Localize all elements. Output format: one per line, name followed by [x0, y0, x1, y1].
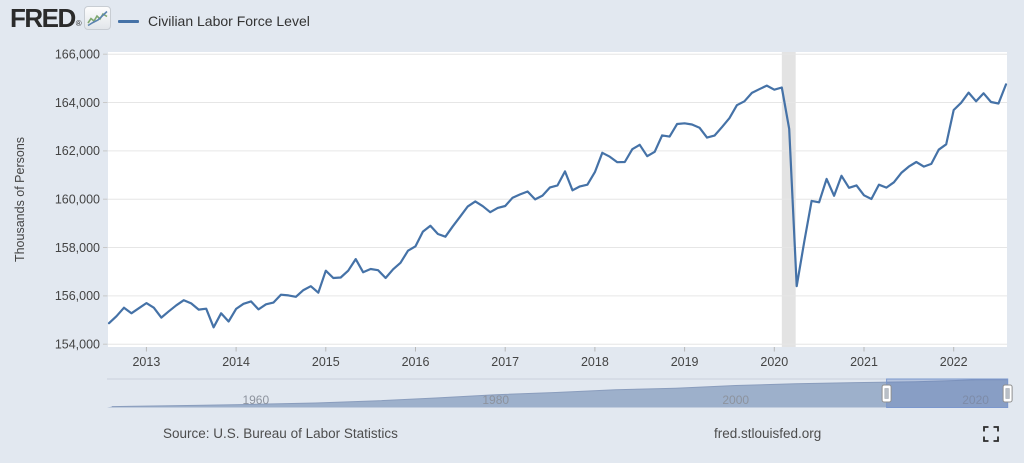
y-tick-label: 158,000 — [55, 241, 100, 255]
series-line — [107, 83, 1008, 329]
slider-year-label: 1980 — [482, 393, 509, 407]
x-tick-label: 2015 — [312, 355, 340, 369]
registered-mark: ® — [75, 19, 82, 28]
legend: Civilian Labor Force Level — [118, 13, 310, 29]
slider-year-label: 1960 — [242, 393, 269, 407]
x-tick-label: 2018 — [581, 355, 609, 369]
date-range-slider[interactable]: 1960 1980 2000 2020 — [0, 376, 1024, 412]
slider-selection-window[interactable] — [886, 378, 1009, 408]
x-tick-label: 2021 — [850, 355, 878, 369]
source-attribution: Source: U.S. Bureau of Labor Statistics — [163, 426, 398, 441]
x-axis-tick-labels: 2013 2014 2015 2016 2017 2018 2019 2020 2021 2022 — [132, 355, 967, 369]
y-axis-ticks — [103, 53, 108, 345]
x-tick-label: 2019 — [671, 355, 699, 369]
y-axis-title: Thousands of Persons — [13, 137, 27, 262]
fred-url-link[interactable]: fred.stlouisfed.org — [714, 426, 822, 441]
legend-series-label: Civilian Labor Force Level — [148, 13, 310, 29]
y-gridlines — [108, 53, 1007, 345]
slider-overview-outline — [111, 379, 1009, 408]
slider-year-labels: 1960 1980 2000 2020 — [242, 393, 989, 407]
fred-logo-text: FRED — [10, 3, 76, 33]
x-tick-label: 2016 — [402, 355, 430, 369]
expand-icon[interactable] — [983, 426, 999, 442]
x-tick-label: 2013 — [132, 355, 160, 369]
y-tick-label: 166,000 — [55, 48, 100, 62]
slider-overview-area — [107, 379, 1008, 408]
x-axis-ticks — [145, 347, 955, 352]
x-tick-label: 2020 — [760, 355, 788, 369]
y-tick-label: 154,000 — [55, 338, 100, 352]
y-axis-tick-labels: 154,000 156,000 158,000 160,000 162,000 164,0… — [55, 48, 100, 352]
x-tick-label: 2014 — [222, 355, 250, 369]
fred-logo-chart-icon — [83, 6, 111, 30]
main-chart[interactable]: 154,000 156,000 158,000 160,000 162,000 164,0… — [0, 0, 1024, 378]
y-tick-label: 164,000 — [55, 96, 100, 110]
slider-year-label: 2000 — [722, 393, 749, 407]
x-tick-label: 2017 — [491, 355, 519, 369]
slider-year-label: 2020 — [962, 393, 989, 407]
x-tick-label: 2022 — [940, 355, 968, 369]
fred-logo[interactable]: FRED ® — [10, 5, 111, 31]
slider-handle-right[interactable] — [1002, 384, 1013, 403]
y-tick-label: 162,000 — [55, 144, 100, 158]
y-tick-label: 156,000 — [55, 289, 100, 303]
legend-line-swatch — [118, 19, 139, 23]
y-tick-label: 160,000 — [55, 193, 100, 207]
slider-handle-left[interactable] — [881, 384, 892, 403]
